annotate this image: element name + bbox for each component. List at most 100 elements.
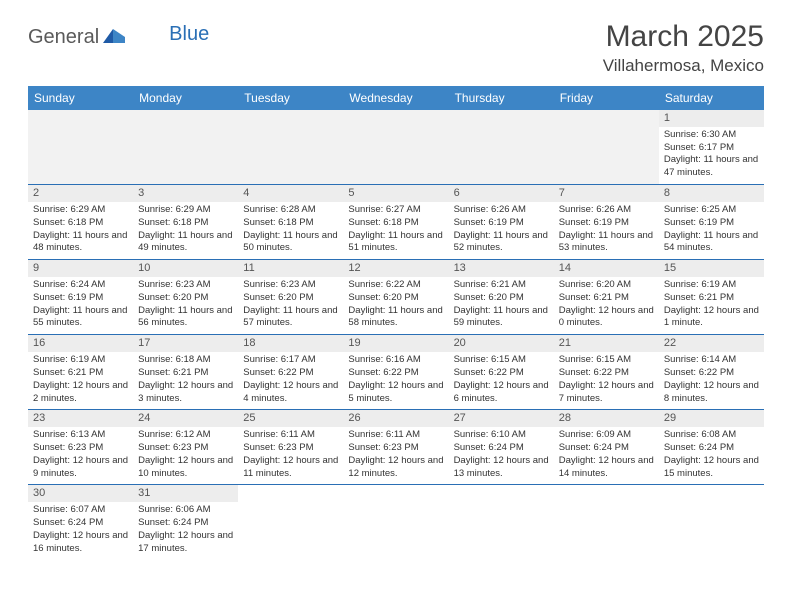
sunrise-text: Sunrise: 6:23 AM (138, 279, 233, 292)
day-number-cell: 29 (659, 410, 764, 427)
sunset-text: Sunset: 6:22 PM (454, 367, 549, 380)
sunrise-text: Sunrise: 6:13 AM (33, 429, 128, 442)
day-number-cell: 12 (343, 260, 448, 277)
day-number-cell: 26 (343, 410, 448, 427)
sunrise-text: Sunrise: 6:26 AM (559, 204, 654, 217)
daylight-text: Daylight: 12 hours and 15 minutes. (664, 455, 759, 481)
day-cell: Sunrise: 6:13 AMSunset: 6:23 PMDaylight:… (28, 427, 133, 485)
sunrise-text: Sunrise: 6:20 AM (559, 279, 654, 292)
sunrise-text: Sunrise: 6:24 AM (33, 279, 128, 292)
day-header-row: Sunday Monday Tuesday Wednesday Thursday… (28, 86, 764, 110)
daylight-text: Daylight: 11 hours and 59 minutes. (454, 305, 549, 331)
day-number-cell: 23 (28, 410, 133, 427)
logo-text-general: General (28, 26, 99, 49)
daylight-text: Daylight: 12 hours and 12 minutes. (348, 455, 443, 481)
day-number-cell: 2 (28, 185, 133, 202)
day-cell: Sunrise: 6:20 AMSunset: 6:21 PMDaylight:… (554, 277, 659, 335)
sunrise-text: Sunrise: 6:29 AM (33, 204, 128, 217)
day-number-cell: 15 (659, 260, 764, 277)
logo-mark-icon (103, 27, 125, 48)
sunset-text: Sunset: 6:20 PM (243, 292, 338, 305)
day-cell (343, 502, 448, 559)
day-number-cell: 1 (659, 110, 764, 127)
week-row: Sunrise: 6:07 AMSunset: 6:24 PMDaylight:… (28, 502, 764, 559)
sunset-text: Sunset: 6:24 PM (454, 442, 549, 455)
day-number-cell: 14 (554, 260, 659, 277)
logo: General Blue (28, 26, 209, 49)
day-number-cell: 8 (659, 185, 764, 202)
daylight-text: Daylight: 11 hours and 50 minutes. (243, 230, 338, 256)
sunrise-text: Sunrise: 6:08 AM (664, 429, 759, 442)
daylight-text: Daylight: 12 hours and 14 minutes. (559, 455, 654, 481)
day-number-cell: 24 (133, 410, 238, 427)
day-cell: Sunrise: 6:07 AMSunset: 6:24 PMDaylight:… (28, 502, 133, 559)
sunrise-text: Sunrise: 6:10 AM (454, 429, 549, 442)
sunrise-text: Sunrise: 6:06 AM (138, 504, 233, 517)
daylight-text: Daylight: 11 hours and 47 minutes. (664, 154, 759, 180)
day-cell (554, 127, 659, 185)
sunset-text: Sunset: 6:19 PM (664, 217, 759, 230)
calendar-table: Sunday Monday Tuesday Wednesday Thursday… (28, 86, 764, 560)
sunrise-text: Sunrise: 6:07 AM (33, 504, 128, 517)
sunset-text: Sunset: 6:18 PM (33, 217, 128, 230)
day-cell (238, 127, 343, 185)
day-cell: Sunrise: 6:18 AMSunset: 6:21 PMDaylight:… (133, 352, 238, 410)
day-number-cell (659, 485, 764, 502)
daylight-text: Daylight: 11 hours and 51 minutes. (348, 230, 443, 256)
day-cell: Sunrise: 6:25 AMSunset: 6:19 PMDaylight:… (659, 202, 764, 260)
day-cell (449, 502, 554, 559)
day-cell: Sunrise: 6:23 AMSunset: 6:20 PMDaylight:… (133, 277, 238, 335)
sunrise-text: Sunrise: 6:19 AM (664, 279, 759, 292)
sunrise-text: Sunrise: 6:15 AM (454, 354, 549, 367)
sunrise-text: Sunrise: 6:11 AM (348, 429, 443, 442)
day-number-cell: 5 (343, 185, 448, 202)
sunrise-text: Sunrise: 6:19 AM (33, 354, 128, 367)
sunrise-text: Sunrise: 6:29 AM (138, 204, 233, 217)
day-number-cell: 10 (133, 260, 238, 277)
sunset-text: Sunset: 6:20 PM (348, 292, 443, 305)
day-cell: Sunrise: 6:10 AMSunset: 6:24 PMDaylight:… (449, 427, 554, 485)
sunset-text: Sunset: 6:17 PM (664, 142, 759, 155)
day-header: Wednesday (343, 86, 448, 110)
daylight-text: Daylight: 12 hours and 10 minutes. (138, 455, 233, 481)
sunrise-text: Sunrise: 6:26 AM (454, 204, 549, 217)
sunset-text: Sunset: 6:21 PM (138, 367, 233, 380)
sunrise-text: Sunrise: 6:11 AM (243, 429, 338, 442)
day-cell: Sunrise: 6:29 AMSunset: 6:18 PMDaylight:… (28, 202, 133, 260)
daylight-text: Daylight: 11 hours and 48 minutes. (33, 230, 128, 256)
daylight-text: Daylight: 11 hours and 58 minutes. (348, 305, 443, 331)
sunset-text: Sunset: 6:21 PM (33, 367, 128, 380)
week-row: Sunrise: 6:19 AMSunset: 6:21 PMDaylight:… (28, 352, 764, 410)
sunrise-text: Sunrise: 6:30 AM (664, 129, 759, 142)
sunset-text: Sunset: 6:24 PM (664, 442, 759, 455)
day-cell: Sunrise: 6:15 AMSunset: 6:22 PMDaylight:… (554, 352, 659, 410)
day-number-cell: 7 (554, 185, 659, 202)
day-number-cell (554, 110, 659, 127)
sunrise-text: Sunrise: 6:16 AM (348, 354, 443, 367)
day-number-cell: 21 (554, 335, 659, 352)
week-row: Sunrise: 6:13 AM Sunset: 6:23 PM Daylight:… (28, 427, 764, 485)
day-cell: Sunrise: 6:09 AMSunset: 6:24 PMDaylight:… (554, 427, 659, 485)
day-number-cell (238, 110, 343, 127)
day-cell: Sunrise: 6:23 AMSunset: 6:20 PMDaylight:… (238, 277, 343, 335)
title-block: March 2025 Villahermosa, Mexico (603, 20, 764, 76)
sunrise-text: Sunrise: 6:12 AM (138, 429, 233, 442)
day-cell: Sunrise: 6:22 AMSunset: 6:20 PMDaylight:… (343, 277, 448, 335)
day-number-cell (554, 485, 659, 502)
daylight-text: Daylight: 12 hours and 3 minutes. (138, 380, 233, 406)
daylight-text: Daylight: 11 hours and 49 minutes. (138, 230, 233, 256)
sunrise-text: Sunrise: 6:14 AM (664, 354, 759, 367)
daylight-text: Daylight: 12 hours and 4 minutes. (243, 380, 338, 406)
daylight-text: Daylight: 12 hours and 8 minutes. (664, 380, 759, 406)
sunset-text: Sunset: 6:18 PM (348, 217, 443, 230)
daylight-text: Daylight: 11 hours and 54 minutes. (664, 230, 759, 256)
day-cell: Sunrise: 6:12 AMSunset: 6:23 PMDaylight:… (133, 427, 238, 485)
day-number-row: 23242526272829 (28, 410, 764, 427)
day-number-cell (343, 110, 448, 127)
day-cell: Sunrise: 6:26 AMSunset: 6:19 PMDaylight:… (449, 202, 554, 260)
day-cell: Sunrise: 6:06 AMSunset: 6:24 PMDaylight:… (133, 502, 238, 559)
day-cell: Sunrise: 6:21 AMSunset: 6:20 PMDaylight:… (449, 277, 554, 335)
day-number-cell: 19 (343, 335, 448, 352)
sunset-text: Sunset: 6:18 PM (243, 217, 338, 230)
sunset-text: Sunset: 6:23 PM (243, 442, 338, 455)
